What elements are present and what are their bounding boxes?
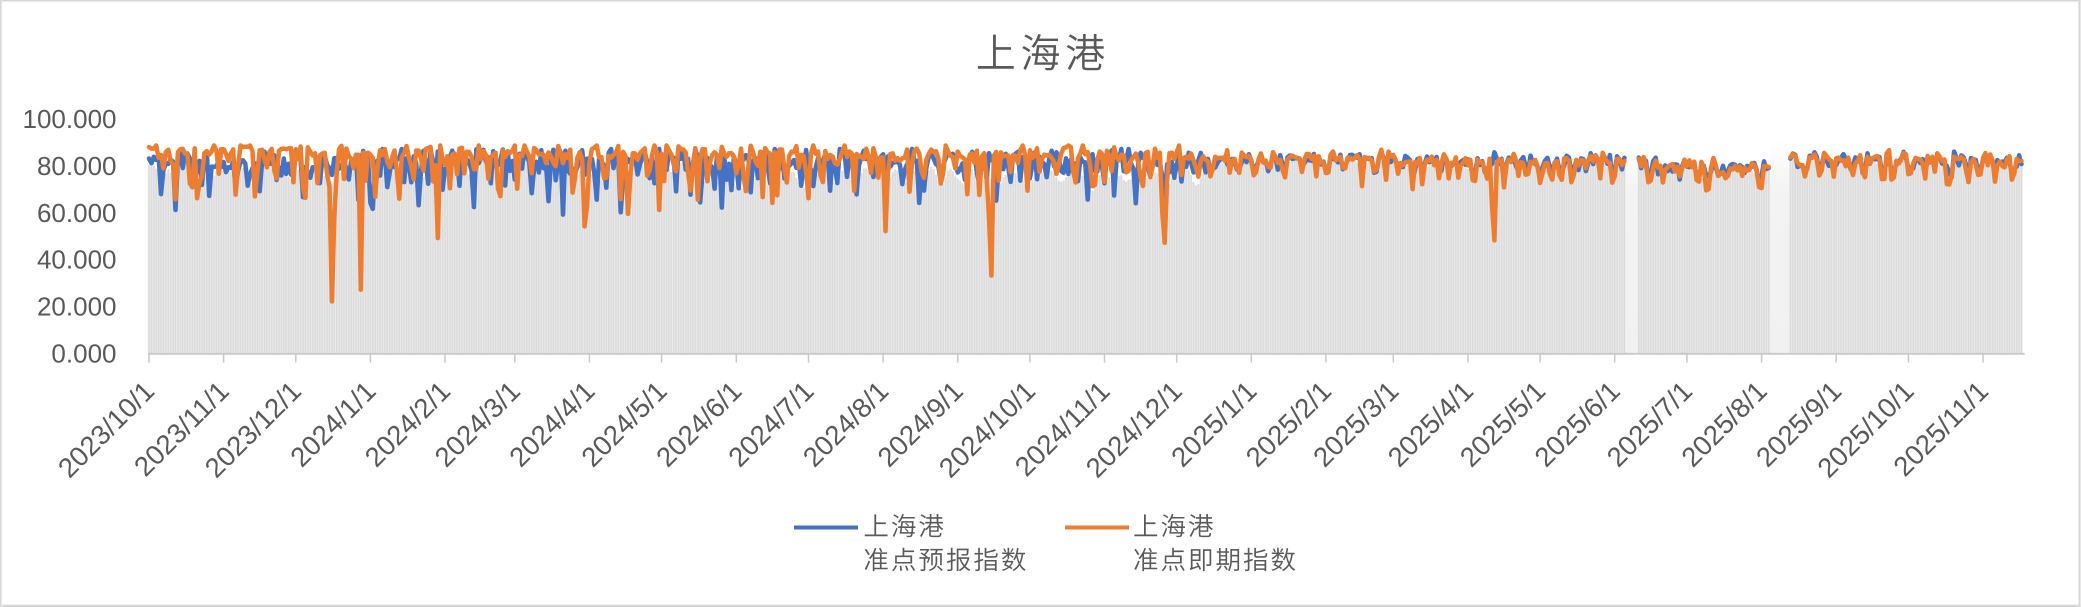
svg-text:60.000: 60.000 [37, 198, 117, 228]
svg-text:100.000: 100.000 [23, 104, 117, 134]
svg-text:20.000: 20.000 [37, 292, 117, 322]
svg-text:40.000: 40.000 [37, 245, 117, 275]
svg-text:0.000: 0.000 [51, 339, 116, 369]
svg-text:80.000: 80.000 [37, 151, 117, 181]
